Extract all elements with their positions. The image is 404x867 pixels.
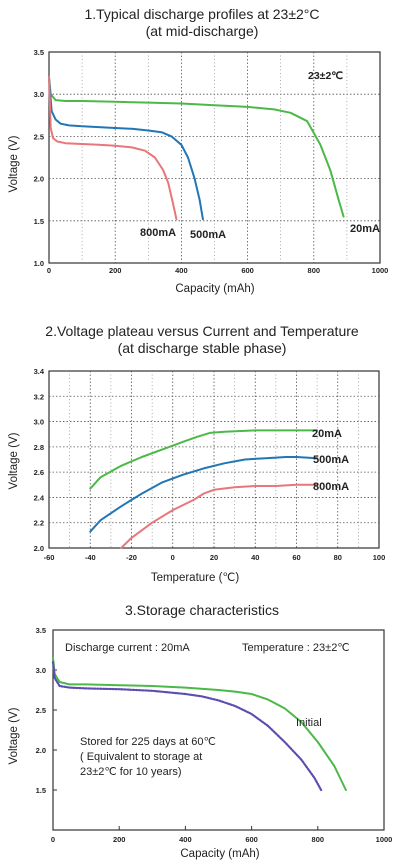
chart-2-xtick-label: 100 — [373, 553, 386, 562]
chart-1-series-line-0 — [48, 76, 345, 218]
chart-3-series-label-0: Initial — [296, 717, 322, 729]
chart-2-ytick-label: 3.0 — [34, 418, 44, 427]
chart-1-xtick-label: 600 — [241, 266, 254, 275]
chart-3-xtick-label: 0 — [51, 835, 55, 844]
chart-2-series-line-0 — [89, 429, 319, 490]
chart-3-annotation: 23±2℃ for 10 years) — [80, 766, 182, 778]
chart-3-xtick-label: 200 — [113, 835, 126, 844]
chart-3-xtick-label: 800 — [312, 835, 325, 844]
chart-1-xtick-label: 800 — [308, 266, 321, 275]
chart-2-series-label-2: 800mA — [313, 481, 349, 493]
chart-2-xtick-label: 80 — [334, 553, 342, 562]
chart-2-xtick-label: -40 — [85, 553, 96, 562]
chart-1-xlabel: Capacity (mAh) — [175, 283, 255, 295]
chart-1-series-label-2: 800mA — [140, 227, 176, 239]
chart-1-xtick-label: 400 — [175, 266, 188, 275]
chart-2-ytick-label: 2.0 — [34, 544, 44, 553]
chart-3-xtick-label: 1000 — [376, 835, 393, 844]
chart-2-xtick-label: 0 — [171, 553, 175, 562]
chart-1-ytick-label: 2.5 — [34, 132, 44, 141]
chart-1-ytick-label: 2.0 — [34, 175, 44, 184]
chart-2-ytick-label: 3.4 — [34, 367, 45, 376]
chart-1-series-line-1 — [48, 76, 204, 221]
chart-3-annotation: Temperature : 23±2℃ — [242, 642, 350, 654]
chart-2-xtick-label: 20 — [210, 553, 218, 562]
chart-2-ytick-label: 2.6 — [34, 468, 44, 477]
chart-2-xtick-label: -60 — [44, 553, 55, 562]
chart-3-annotation: Stored for 225 days at 60℃ — [80, 736, 216, 748]
chart-2-series-label-1: 500mA — [313, 454, 349, 466]
chart-2-series-line-2 — [120, 483, 319, 549]
chart-3-annotation: ( Equivalent to storage at — [80, 751, 202, 763]
chart-2-ytick-label: 3.2 — [34, 392, 44, 401]
chart-2-series-line-1 — [89, 456, 319, 533]
chart-1-series-label-1: 500mA — [190, 229, 226, 241]
chart-2-ytick-label: 2.2 — [34, 519, 44, 528]
chart-1-ytick-label: 3.5 — [34, 48, 44, 57]
chart-3-ytick-label: 1.5 — [36, 786, 46, 795]
chart-3-ytick-label: 3.5 — [36, 626, 46, 635]
chart-3-ytick-label: 2.0 — [36, 746, 46, 755]
chart-1-xtick-label: 200 — [109, 266, 122, 275]
chart-3-series-line-1 — [51, 660, 323, 792]
chart-1-ytick-label: 1.0 — [34, 259, 44, 268]
chart-3-title: 3.Storage characteristics — [124, 602, 280, 618]
chart-3-series-line-0 — [52, 657, 347, 791]
chart-2-series-label-0: 20mA — [312, 428, 342, 440]
chart-1-series-label-0: 20mA — [350, 223, 380, 235]
chart-1-subtitle: (at mid-discharge) — [145, 23, 259, 39]
chart-3-frame — [52, 629, 385, 831]
chart-3-xtick-label: 600 — [245, 835, 258, 844]
chart-3-ytick-label: 3.0 — [36, 666, 46, 675]
chart-2-xtick-label: -20 — [126, 553, 137, 562]
chart-1-xtick-label: 1000 — [372, 266, 389, 275]
chart-1-series-line-2 — [48, 76, 178, 221]
chart-2-xtick-label: 60 — [292, 553, 300, 562]
chart-3-xlabel: Capacity (mAh) — [180, 848, 260, 860]
chart-1-annotation: 23±2℃ — [308, 70, 343, 82]
chart-2-subtitle: (at discharge stable phase) — [117, 340, 287, 356]
chart-1-xtick-label: 0 — [47, 266, 51, 275]
chart-2-title: 2.Voltage plateau versus Current and Tem… — [45, 323, 359, 339]
chart-2-xlabel: Temperature (℃) — [150, 572, 240, 584]
chart-3-xtick-label: 400 — [179, 835, 192, 844]
chart-2-xtick-label: 40 — [251, 553, 259, 562]
chart-3-annotation: Discharge current : 20mA — [65, 642, 190, 654]
chart-2-ytick-label: 2.4 — [34, 493, 45, 502]
chart-2-ytick-label: 2.8 — [34, 443, 44, 452]
chart-1-ytick-label: 3.0 — [34, 90, 44, 99]
chart-3-ytick-label: 2.5 — [36, 706, 46, 715]
chart-1-title: 1.Typical discharge profiles at 23±2°C — [84, 6, 320, 22]
chart-1-ytick-label: 1.5 — [34, 217, 44, 226]
